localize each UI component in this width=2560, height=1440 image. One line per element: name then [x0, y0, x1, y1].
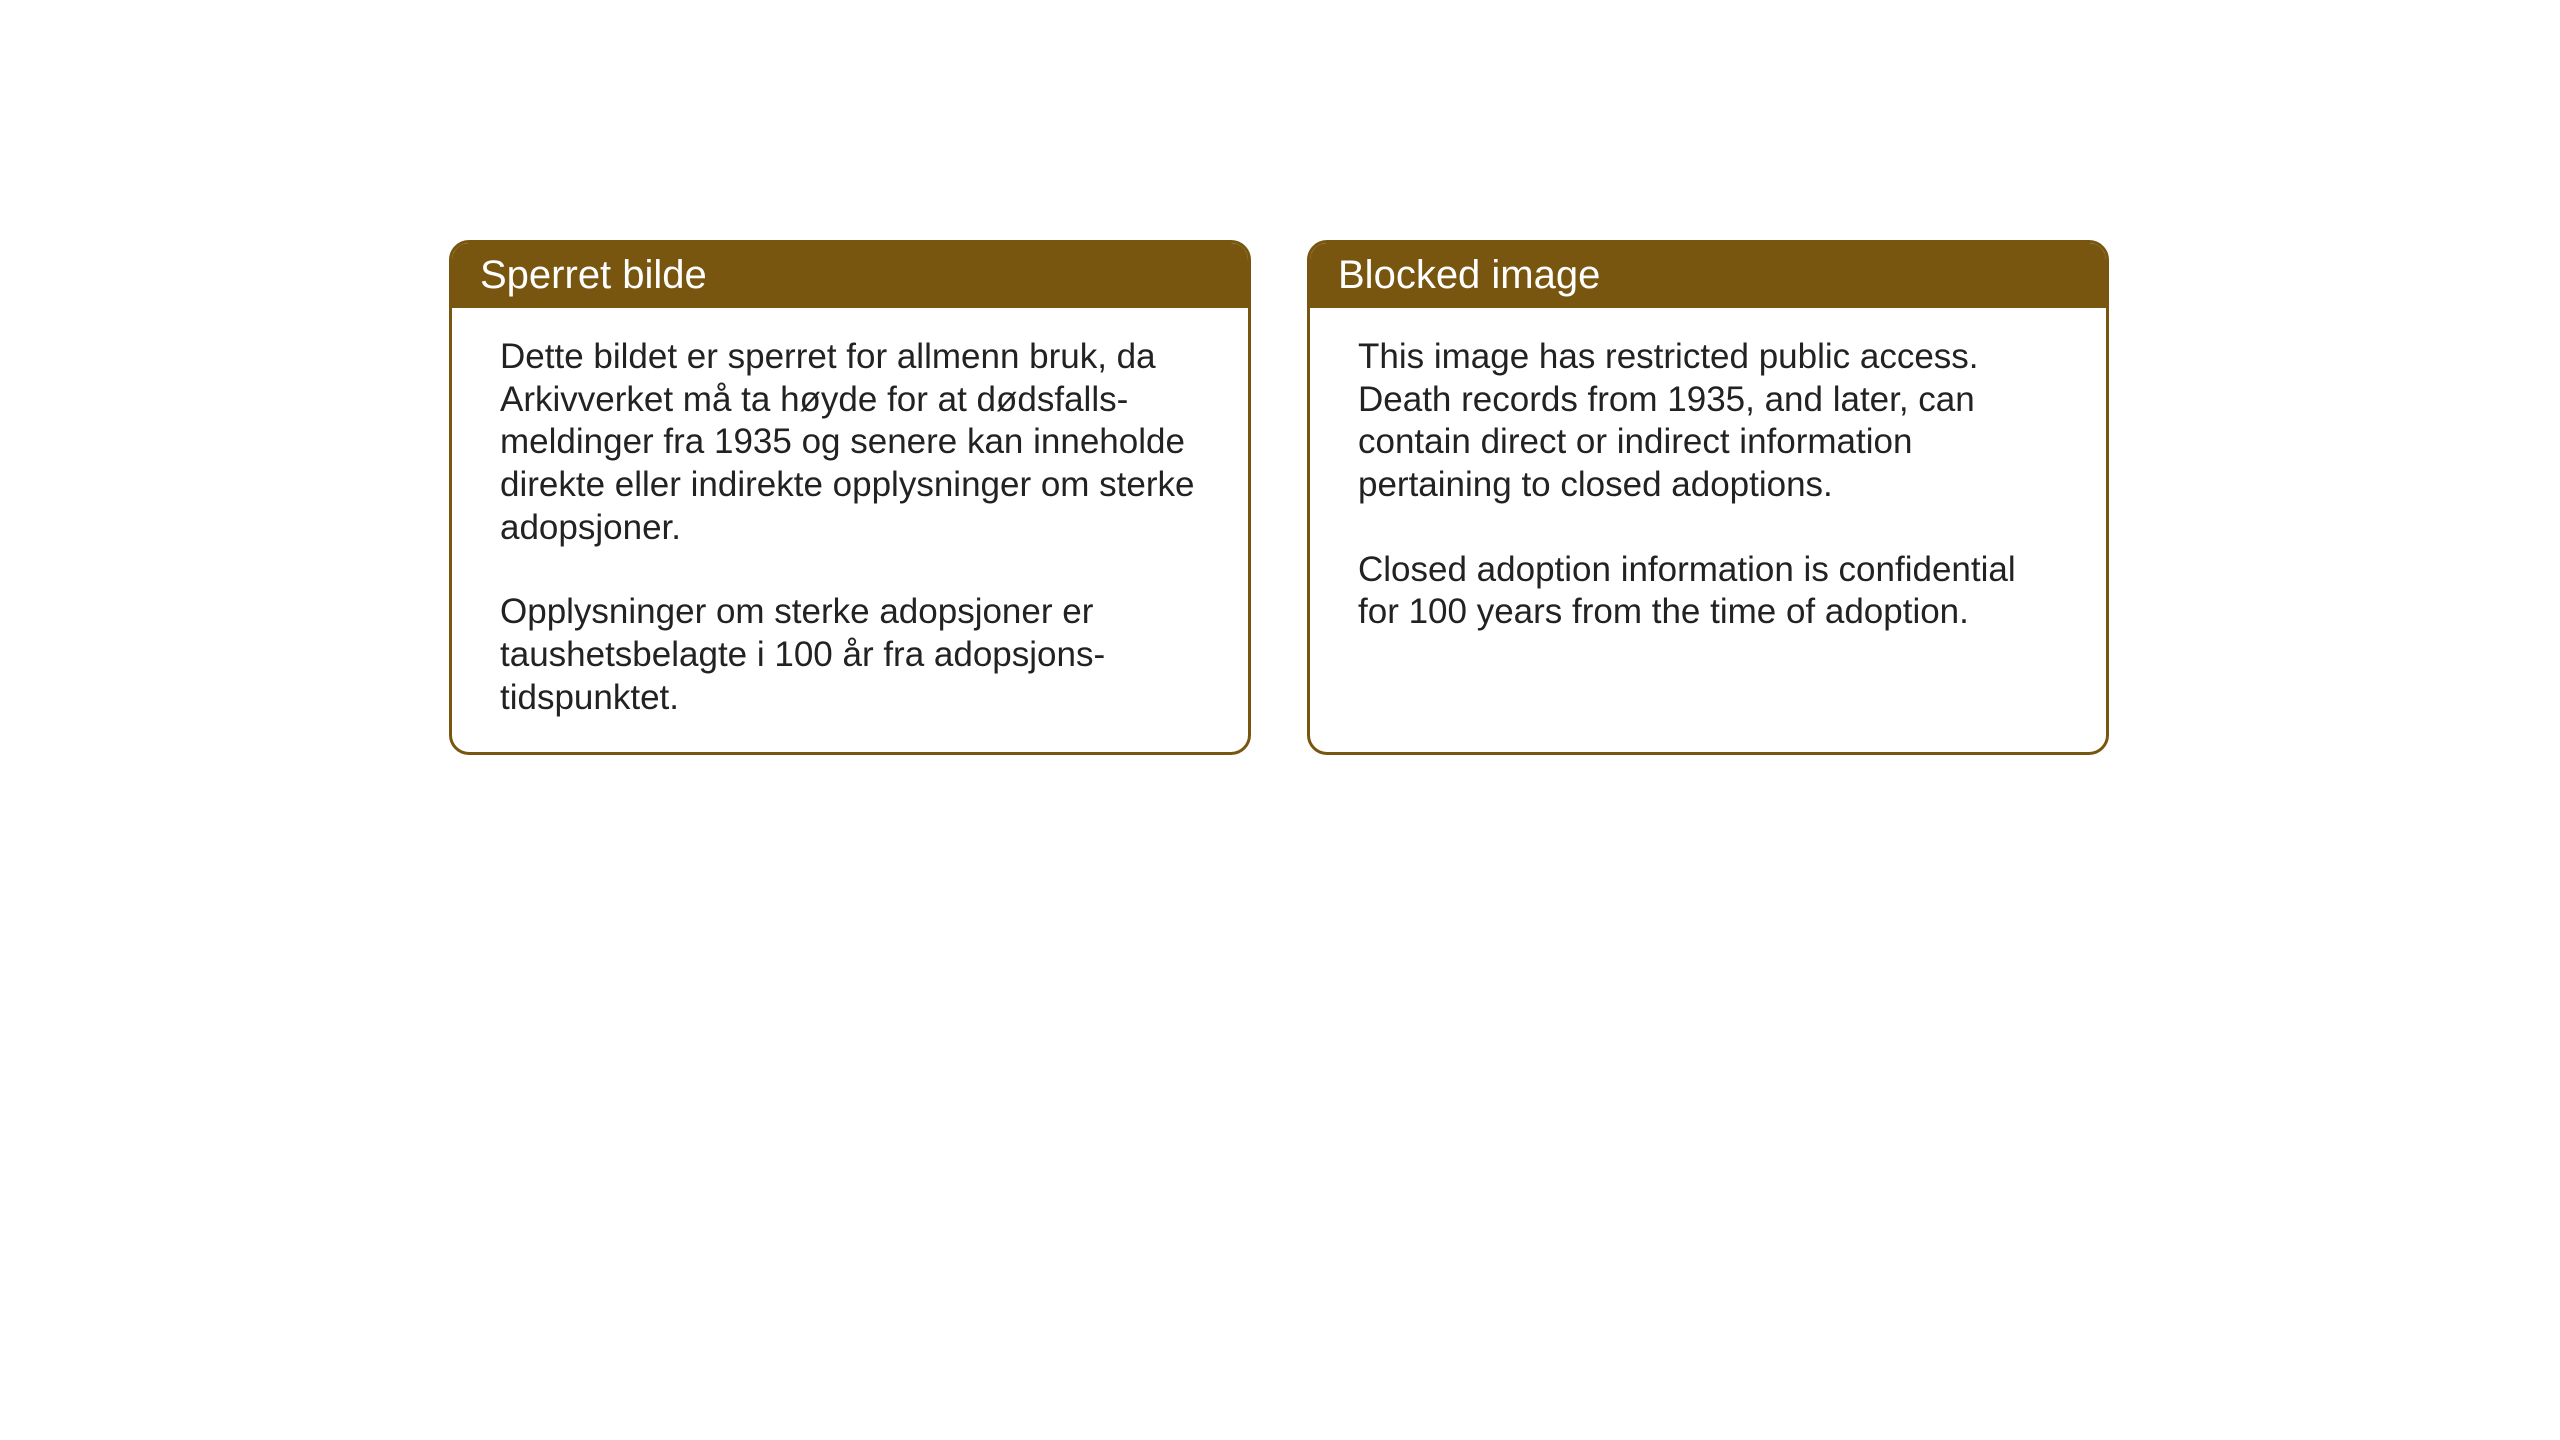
notice-card-english: Blocked image This image has restricted … — [1307, 240, 2109, 755]
card-body-norwegian: Dette bildet er sperret for allmenn bruk… — [452, 308, 1248, 752]
notice-card-norwegian: Sperret bilde Dette bildet er sperret fo… — [449, 240, 1251, 755]
card-title-english: Blocked image — [1338, 253, 1600, 297]
card-paragraph-1-norwegian: Dette bildet er sperret for allmenn bruk… — [500, 336, 1200, 549]
card-paragraph-1-english: This image has restricted public access.… — [1358, 336, 2058, 507]
card-paragraph-2-english: Closed adoption information is confident… — [1358, 549, 2058, 634]
card-paragraph-2-norwegian: Opplysninger om sterke adopsjoner er tau… — [500, 591, 1200, 719]
card-title-norwegian: Sperret bilde — [480, 253, 707, 297]
card-header-norwegian: Sperret bilde — [452, 243, 1248, 308]
card-header-english: Blocked image — [1310, 243, 2106, 308]
notice-cards-container: Sperret bilde Dette bildet er sperret fo… — [449, 240, 2109, 755]
card-body-english: This image has restricted public access.… — [1310, 308, 2106, 666]
